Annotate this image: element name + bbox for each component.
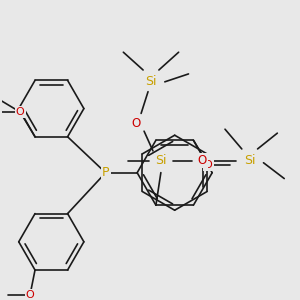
Text: O: O: [204, 160, 213, 170]
Text: Si: Si: [244, 154, 255, 167]
Text: P: P: [102, 166, 109, 179]
Text: O: O: [26, 290, 34, 300]
Text: O: O: [198, 154, 207, 167]
Text: Si: Si: [145, 75, 157, 88]
Text: Si: Si: [155, 154, 166, 167]
Text: O: O: [132, 117, 141, 130]
Text: O: O: [16, 107, 25, 117]
